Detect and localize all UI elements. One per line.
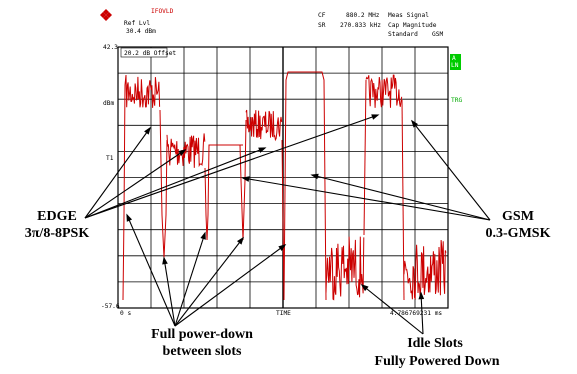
side-trg-label: TRG bbox=[451, 97, 463, 104]
arrow-head bbox=[178, 149, 187, 156]
trace-edge-slot-2 bbox=[166, 133, 206, 168]
powerdown-line1: Full power-down bbox=[151, 327, 253, 342]
side-a-label: A bbox=[452, 55, 456, 62]
arrow-head bbox=[126, 213, 133, 222]
annotation-arrow bbox=[84, 149, 186, 219]
annotation-arrows bbox=[84, 114, 491, 335]
sr-label: SR bbox=[318, 22, 326, 29]
y-bottom-label: -57.6 bbox=[101, 303, 120, 310]
overload-indicator: IFOVLD bbox=[151, 8, 174, 15]
arrow-head bbox=[418, 291, 425, 300]
annotation-arrow bbox=[311, 174, 491, 221]
cf-label: CF bbox=[318, 12, 326, 19]
meas-signal: Meas Signal bbox=[388, 12, 429, 19]
arrow-head bbox=[200, 231, 206, 240]
annotation-arrow bbox=[84, 147, 266, 219]
side-indicator-a bbox=[450, 54, 461, 70]
arrow-head bbox=[371, 114, 380, 120]
cap-magnitude: Cap Magnitude bbox=[388, 22, 437, 29]
arrow-head bbox=[258, 147, 267, 153]
annotation-arrow bbox=[126, 214, 176, 327]
x-start-label: 0 s bbox=[120, 310, 132, 317]
standard-label: Standard bbox=[388, 31, 418, 38]
arrow-head bbox=[241, 176, 250, 182]
annotation-arrow bbox=[361, 284, 424, 335]
annotation-arrow bbox=[84, 127, 151, 219]
arrow-head bbox=[310, 173, 319, 180]
unit-label: dBm bbox=[103, 100, 115, 107]
cf-value: 880.2 MHz bbox=[346, 12, 380, 19]
gsm-title: GSM bbox=[502, 209, 534, 224]
annotation-arrow bbox=[174, 237, 244, 327]
arrow-head bbox=[144, 126, 151, 135]
trace-idle-slot-1 bbox=[325, 236, 365, 301]
annotation-arrow bbox=[411, 120, 491, 221]
annotation-arrow bbox=[174, 244, 286, 327]
arrow-head bbox=[411, 119, 419, 128]
power-trace bbox=[122, 71, 447, 301]
annotation-arrow bbox=[163, 257, 176, 327]
trace-label: T1 bbox=[106, 155, 114, 162]
annotation-arrow bbox=[420, 292, 424, 335]
trace-idle-slot-2 bbox=[403, 240, 447, 301]
x-mid-label: TIME bbox=[276, 310, 291, 317]
offset-label: 20.2 dB Offset bbox=[124, 50, 177, 57]
arrow-head bbox=[278, 244, 287, 251]
trace-gap-2 bbox=[204, 144, 243, 241]
arrow-head bbox=[162, 256, 168, 265]
edge-modulation: 3π/8-8PSK bbox=[24, 226, 90, 241]
ref-level-label: Ref Lvl bbox=[124, 20, 151, 27]
idle-line2: Fully Powered Down bbox=[374, 354, 500, 369]
annotation-arrow bbox=[174, 232, 206, 327]
trace-edge-slot-3 bbox=[245, 109, 283, 142]
side-ln-label: LN bbox=[451, 62, 459, 69]
trace-rise-4 bbox=[363, 79, 367, 236]
trace-gsm-slot bbox=[281, 71, 327, 301]
x-end-label: 4.786769231 ms bbox=[390, 310, 443, 317]
annotation-arrow bbox=[242, 177, 491, 221]
offset-box bbox=[120, 47, 168, 58]
y-top-label: 42.3 bbox=[103, 44, 118, 51]
powerdown-line2: between slots bbox=[162, 344, 242, 359]
edge-title: EDGE bbox=[37, 209, 77, 224]
annotation-arrow bbox=[84, 114, 379, 219]
trace-edge-slot-4 bbox=[365, 74, 403, 108]
standard-value: GSM bbox=[432, 31, 444, 38]
arrow-head bbox=[360, 283, 369, 292]
trace-gap-3 bbox=[239, 119, 247, 241]
ref-level-value: 30.4 dBm bbox=[126, 28, 156, 35]
arrow-head bbox=[236, 236, 244, 245]
trace-fall-4 bbox=[401, 99, 405, 301]
sr-value: 270.833 kHz bbox=[340, 22, 381, 29]
trace-edge-slot-1 bbox=[122, 74, 161, 301]
idle-line1: Idle Slots bbox=[407, 336, 463, 351]
gsm-modulation: 0.3-GMSK bbox=[485, 226, 551, 241]
